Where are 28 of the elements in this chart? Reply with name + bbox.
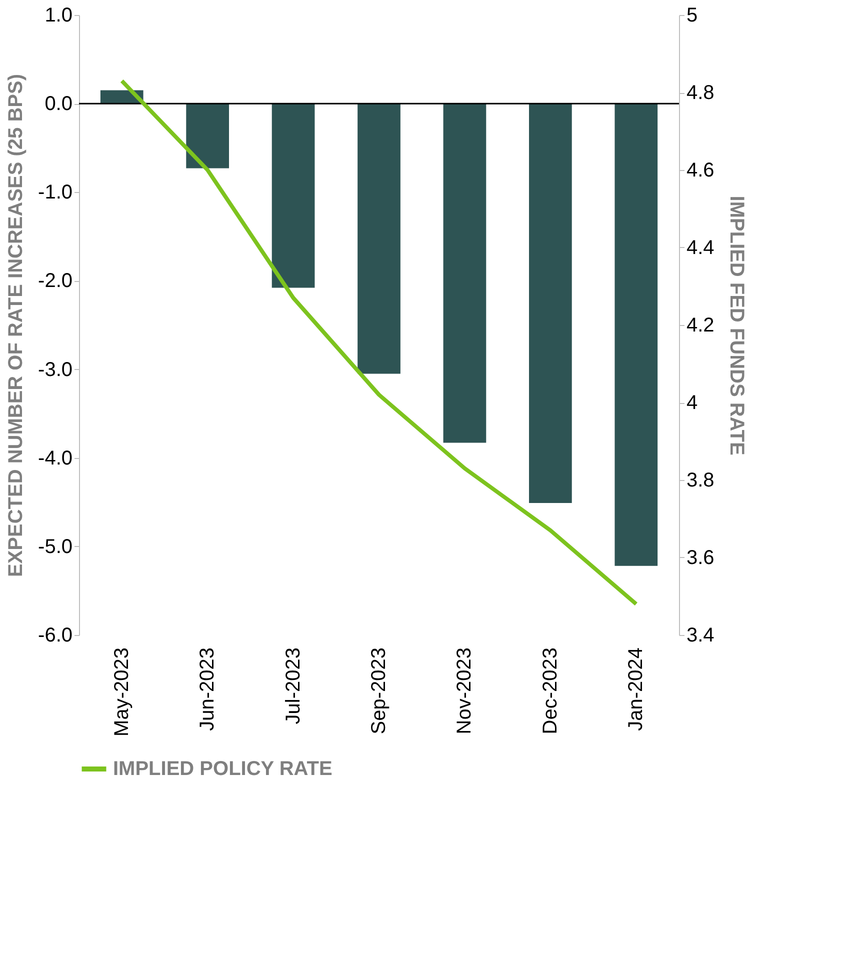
x-tick-label: Jul-2023	[282, 648, 304, 724]
y2-tick-label: 4.4	[686, 237, 714, 259]
y-tick-label: 0.0	[44, 93, 72, 116]
y-tick-label: 1.0	[44, 4, 72, 26]
legend-label: IMPLIED POLICY RATE	[113, 758, 332, 780]
y-tick-label: -5.0	[38, 536, 72, 558]
x-tick-label: Jun-2023	[196, 648, 219, 731]
y2-tick-label: 4.8	[686, 82, 714, 104]
x-tick-label: Sep-2023	[368, 648, 390, 734]
y2-tick-label: 5	[686, 4, 698, 26]
y-tick-label: -3.0	[38, 358, 72, 381]
x-tick-label: Nov-2023	[454, 648, 476, 734]
y2-tick-label: 4.6	[686, 160, 714, 182]
y2-tick-label: 3.6	[686, 547, 714, 569]
y-tick-label: -4.0	[38, 447, 72, 470]
y2-tick-label: 4.2	[686, 314, 714, 336]
y2-tick-label: 4	[686, 392, 698, 414]
y-tick-label: -2.0	[38, 270, 72, 292]
y2-axis-title: IMPLIED FED FUNDS RATE	[725, 196, 748, 456]
x-tick-label: Dec-2023	[539, 648, 562, 734]
x-tick-label: Jan-2024	[625, 648, 648, 731]
x-tick-label: May-2023	[110, 648, 133, 736]
y-tick-label: -1.0	[38, 182, 72, 204]
y2-tick-label: 3.8	[686, 470, 714, 492]
y-axis-title: EXPECTED NUMBER OF RATE INCREASES (25 BPS)	[5, 74, 28, 578]
y2-tick-label: 3.4	[686, 624, 714, 646]
y-tick-label: -6.0	[38, 624, 72, 646]
line-series	[120, 78, 638, 606]
